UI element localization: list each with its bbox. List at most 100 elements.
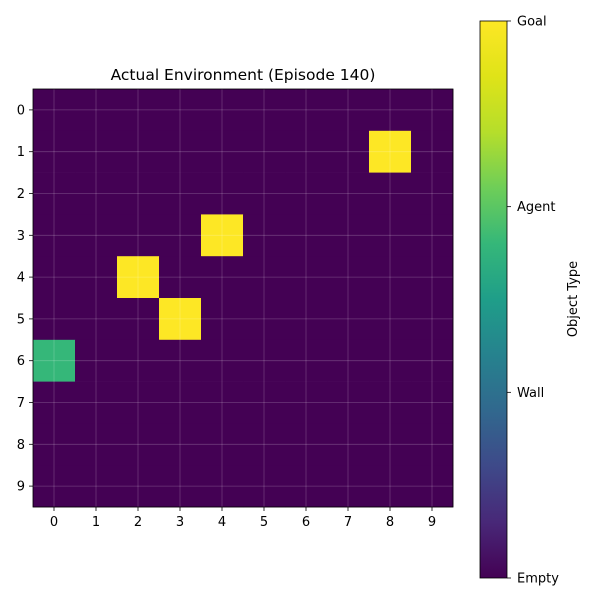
heatmap-cell — [285, 423, 328, 466]
heatmap-cell — [327, 256, 370, 299]
heatmap-cell — [243, 298, 286, 341]
x-tick-label: 5 — [260, 515, 268, 530]
heatmap-cell — [159, 298, 202, 341]
heatmap-cell — [327, 339, 370, 382]
heatmap-cell — [369, 339, 412, 382]
x-tick-label: 9 — [428, 515, 436, 530]
x-tick-label: 3 — [176, 515, 184, 530]
colorbar-tick-label: Agent — [517, 200, 555, 215]
colorbar-tick-label: Wall — [517, 386, 544, 401]
colorbar — [479, 20, 508, 579]
heatmap-cell — [285, 339, 328, 382]
heatmap-cell — [159, 423, 202, 466]
heatmap-cell — [411, 381, 454, 424]
heatmap-cell — [411, 465, 454, 508]
heatmap-cell — [327, 130, 370, 173]
heatmap-cell — [117, 298, 160, 341]
x-tick-label: 4 — [218, 515, 226, 530]
heatmap-cell — [285, 298, 328, 341]
x-tick-label: 1 — [92, 515, 100, 530]
heatmap-cell — [201, 172, 244, 215]
grid-lines — [33, 89, 453, 507]
heatmap-cell — [33, 381, 76, 424]
colorbar-label: Object Type — [566, 261, 581, 337]
heatmap-cell — [201, 298, 244, 341]
chart-title: Actual Environment (Episode 140) — [111, 66, 376, 84]
heatmap-cell — [369, 130, 412, 173]
heatmap-cell — [33, 423, 76, 466]
x-tick-label: 8 — [386, 515, 394, 530]
heatmap-cell — [33, 465, 76, 508]
heatmap-cell — [75, 423, 118, 466]
heatmap-cell — [159, 339, 202, 382]
heatmap-cell — [243, 256, 286, 299]
plot-frame — [32, 88, 454, 508]
heatmap-cell — [159, 214, 202, 257]
heatmap-cell — [369, 298, 412, 341]
heatmap-cell — [327, 172, 370, 215]
heatmap-cell — [369, 214, 412, 257]
heatmap-cell — [411, 423, 454, 466]
y-tick-label: 5 — [17, 312, 25, 327]
heatmap-cell — [159, 465, 202, 508]
heatmap-cell — [75, 465, 118, 508]
heatmap-cell — [201, 130, 244, 173]
heatmap-cell — [117, 172, 160, 215]
heatmap-cell — [243, 172, 286, 215]
x-tick-label: 0 — [50, 515, 58, 530]
colorbar-ticks: Empty Wall Agent Goal — [507, 15, 559, 587]
heatmap-cell — [117, 465, 160, 508]
heatmap-cell — [33, 339, 76, 382]
heatmap-cell — [285, 465, 328, 508]
heatmap-cell — [201, 339, 244, 382]
y-tick-label: 6 — [17, 354, 25, 369]
heatmap-cell — [201, 214, 244, 257]
heatmap-cell — [285, 256, 328, 299]
heatmap-cell — [117, 130, 160, 173]
heatmap-cell — [33, 298, 76, 341]
x-tick-label: 7 — [344, 515, 352, 530]
y-tick-label: 2 — [17, 187, 25, 202]
heatmap-cell — [201, 89, 244, 132]
heatmap-cell — [327, 214, 370, 257]
heatmap-cell — [75, 298, 118, 341]
heatmap-cell — [369, 423, 412, 466]
heatmap-cell — [117, 256, 160, 299]
heatmap-cell — [75, 89, 118, 132]
y-tick-label: 9 — [17, 480, 25, 495]
heatmap-cell — [369, 381, 412, 424]
colorbar-tick-label: Goal — [517, 15, 547, 30]
y-tick-label: 3 — [17, 229, 25, 244]
heatmap-cell — [243, 339, 286, 382]
heatmap-cell — [285, 214, 328, 257]
heatmap-cell — [411, 172, 454, 215]
heatmap-cell — [243, 423, 286, 466]
y-tick-label: 0 — [17, 103, 25, 118]
heatmap-cell — [117, 89, 160, 132]
heatmap-cell — [201, 381, 244, 424]
heatmap-cell — [285, 130, 328, 173]
y-tick-label: 8 — [17, 438, 25, 453]
x-tick-label: 2 — [134, 515, 142, 530]
heatmap-cell — [411, 256, 454, 299]
heatmap-cell — [369, 256, 412, 299]
heatmap-cell — [33, 172, 76, 215]
heatmap-cell — [285, 89, 328, 132]
heatmap-cells — [33, 89, 454, 508]
heatmap-cell — [33, 256, 76, 299]
heatmap-cell — [411, 89, 454, 132]
heatmap-cell — [327, 298, 370, 341]
colorbar-tick-label: Empty — [517, 572, 559, 587]
heatmap-cell — [33, 214, 76, 257]
y-tick-label: 7 — [17, 396, 25, 411]
y-tick-label: 4 — [17, 271, 25, 286]
heatmap-cell — [285, 172, 328, 215]
heatmap-cell — [327, 89, 370, 132]
heatmap-cell — [117, 214, 160, 257]
y-tick-label: 1 — [17, 145, 25, 160]
heatmap-cell — [33, 89, 76, 132]
heatmap-cell — [243, 89, 286, 132]
heatmap-cell — [201, 256, 244, 299]
heatmap-cell — [411, 339, 454, 382]
